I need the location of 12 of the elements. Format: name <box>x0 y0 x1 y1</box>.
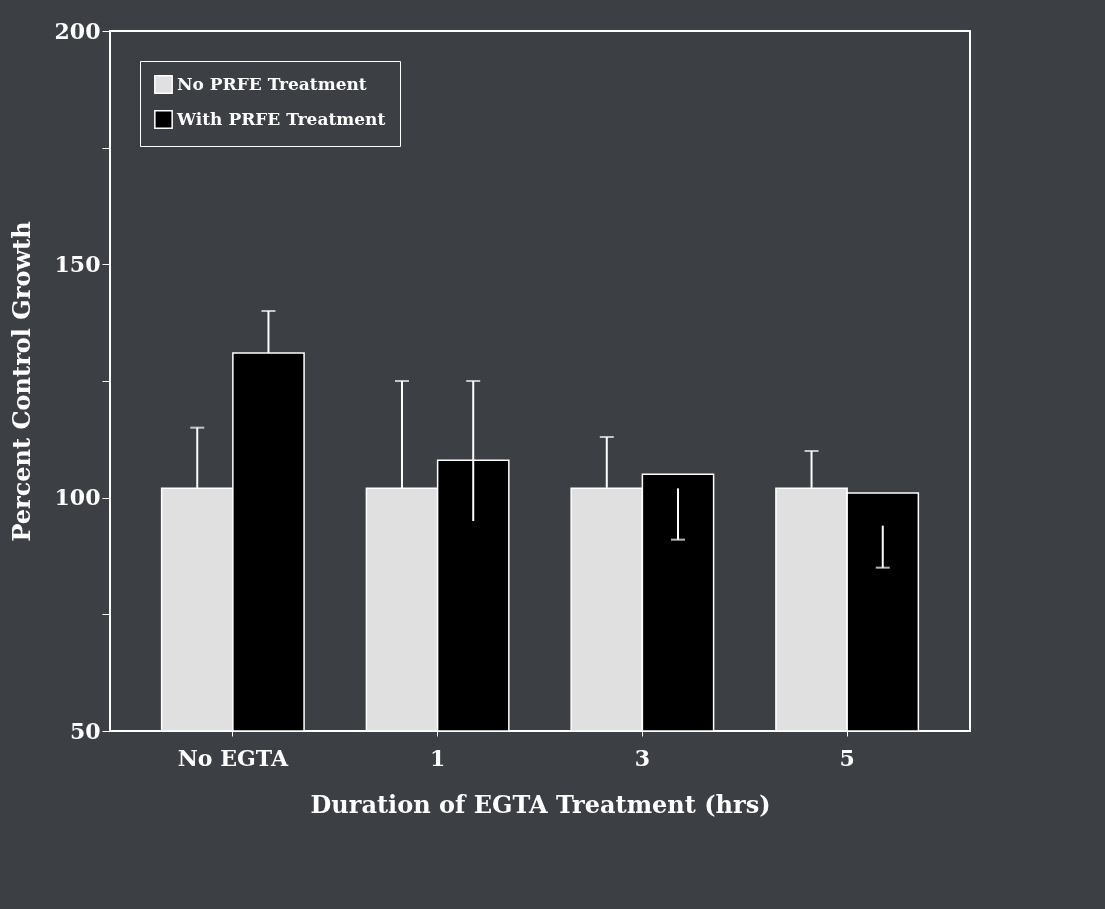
legend-label: No PRFE Treatment <box>177 73 367 94</box>
y-axis-title: Percent Control Growth <box>6 221 36 542</box>
x-tick-label: No EGTA <box>177 744 289 771</box>
y-tick-label: 100 <box>54 484 101 511</box>
x-tick-label: 5 <box>839 744 855 771</box>
x-tick-label: 1 <box>429 744 446 771</box>
y-tick-label: 50 <box>69 717 101 744</box>
x-axis-title: Duration of EGTA Treatment (hrs) <box>310 789 771 819</box>
y-tick-label: 150 <box>54 250 101 277</box>
x-tick-label: 3 <box>634 744 651 771</box>
y-tick-label: 200 <box>54 17 101 44</box>
legend-label: With PRFE Treatment <box>176 108 386 129</box>
